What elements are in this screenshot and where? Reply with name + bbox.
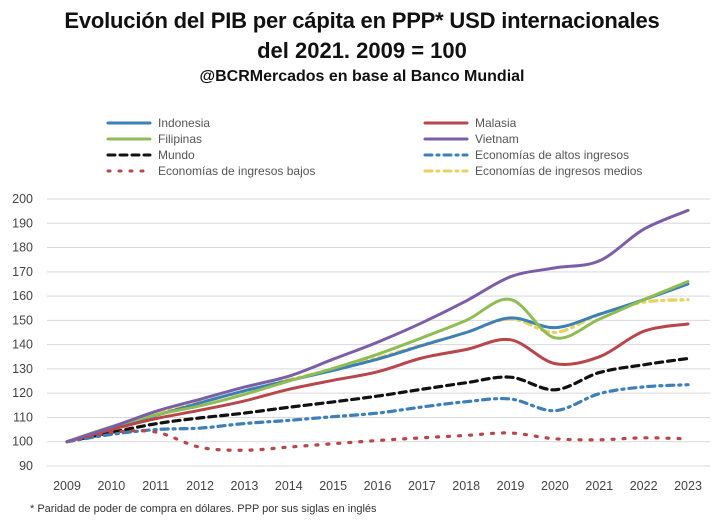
x-tick-label: 2021 (585, 479, 613, 493)
y-tick-label: 120 (12, 386, 33, 400)
x-tick-label: 2009 (53, 479, 81, 493)
legend-label: Filipinas (158, 132, 202, 146)
x-tick-label: 2012 (186, 479, 214, 493)
grid-lines (47, 198, 710, 467)
x-tick-label: 2020 (541, 479, 569, 493)
y-tick-label: 130 (12, 362, 33, 376)
y-tick-label: 160 (12, 289, 33, 303)
y-tick-label: 90 (19, 459, 33, 473)
y-tick-label: 150 (12, 313, 33, 327)
x-tick-label: 2010 (97, 479, 125, 493)
legend-label: Economías de ingresos medios (475, 164, 642, 178)
y-tick-label: 190 (12, 216, 33, 230)
x-axis: 2009 2010 2011 2012 2013 2014 2015 2016 2017 2018… (53, 479, 702, 493)
y-axis: 90 100 110 120 130 140 150 160 170 180 190 200 (12, 192, 33, 473)
series-line-mundo (65, 356, 690, 444)
line-chart: 90 100 110 120 130 140 150 160 170 180 190 200 2009… (12, 116, 710, 493)
x-tick-label: 2017 (408, 479, 436, 493)
series-line-vietnam (65, 208, 690, 444)
x-tick-label: 2014 (275, 479, 303, 493)
x-tick-label: 2013 (231, 479, 259, 493)
y-tick-label: 100 (12, 435, 33, 449)
footnote: * Paridad de poder de compra en dólares.… (30, 503, 377, 515)
x-tick-label: 2022 (630, 479, 658, 493)
y-tick-label: 140 (12, 338, 33, 352)
legend-label: Malasia (475, 116, 517, 130)
legend-label: Vietnam (475, 132, 519, 146)
y-tick-label: 200 (12, 192, 33, 206)
legend-label: Economías de altos ingresos (475, 148, 629, 162)
series-line-econom-as-de-altos-ingresos (65, 383, 690, 444)
series-line-malasia (65, 322, 690, 444)
series-line-filipinas (65, 280, 690, 444)
x-tick-label: 2011 (142, 479, 169, 493)
y-tick-label: 180 (12, 241, 33, 255)
chart-title-line2: del 2021. 2009 = 100 (257, 38, 467, 63)
x-tick-label: 2016 (364, 479, 392, 493)
legend-label: Indonesia (158, 116, 210, 130)
series-lines (65, 208, 690, 452)
chart-title: Evolución del PIB per cápita en PPP* USD… (64, 8, 660, 33)
legend-label: Mundo (158, 148, 195, 162)
y-tick-label: 170 (12, 265, 33, 279)
legend-label: Economías de ingresos bajos (158, 164, 315, 178)
series-line-econom-as-de-ingresos-bajos (65, 429, 690, 452)
chart-source: @BCRMercados en base al Banco Mundial (199, 68, 525, 85)
legend: Indonesia Malasia Filipinas Vietnam Mundo Eco… (106, 116, 642, 178)
x-tick-label: 2018 (452, 479, 480, 493)
y-tick-label: 110 (13, 410, 33, 424)
x-tick-label: 2019 (497, 479, 525, 493)
x-tick-label: 2015 (319, 479, 347, 493)
x-tick-label: 2023 (674, 479, 702, 493)
